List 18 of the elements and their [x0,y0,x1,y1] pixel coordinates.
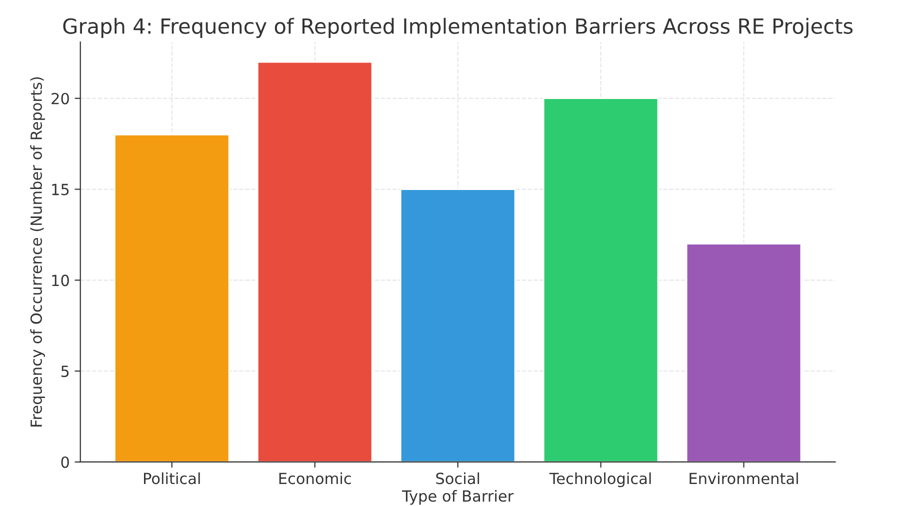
x-tick-label: Environmental [690,472,798,484]
bar [686,243,802,462]
x-tick-label: Technological [549,472,651,488]
bar [256,61,373,462]
x-tick-label: Social [436,472,480,484]
chart-title: Graph 4: Frequency of Reported Implementation Barriers Across RE Projects [63,18,853,38]
y-tick-label: 10 [52,274,69,286]
x-axis-title: Type of Barrier [402,490,514,505]
bar [400,188,516,462]
y-tick-label: 0 [61,456,69,468]
x-tick-label: Political [144,472,200,484]
y-tick-label: 5 [61,366,69,378]
bar [114,134,230,462]
y-axis-title: Frequency of Occurrence (Number of Reports) [30,77,45,426]
y-tick-label: 20 [52,92,69,104]
y-tick-label: 15 [52,184,69,196]
x-tick-label: Economic [279,472,351,484]
bar [542,98,659,462]
